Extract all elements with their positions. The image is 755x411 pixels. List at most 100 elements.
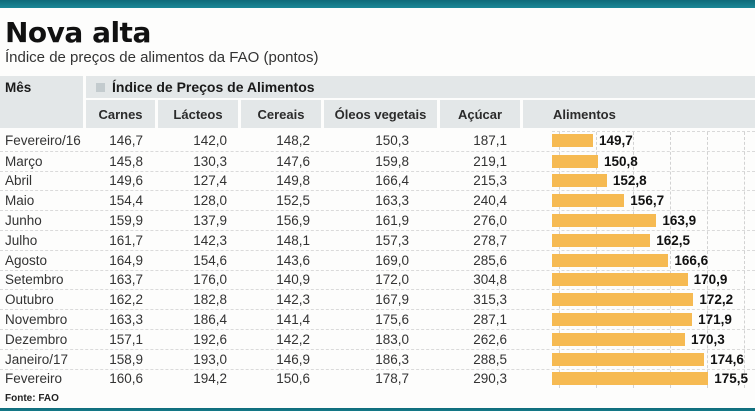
alimentos-bar xyxy=(552,293,694,307)
carnes-value: 163,7 xyxy=(109,272,143,288)
row-month-label: Julho xyxy=(5,232,38,248)
table-row: Setembro 163,7 176,0 140,9 172,0 304,8 1… xyxy=(0,269,755,290)
table-row: Outubro 162,2 182,8 142,3 167,9 315,3 17… xyxy=(0,289,755,309)
alimentos-bar xyxy=(552,372,709,386)
table-row: Fevereiro 160,6 194,2 150,6 178,7 290,3 … xyxy=(0,368,755,389)
cereais-value: 143,6 xyxy=(276,252,310,268)
carnes-value: 164,9 xyxy=(109,252,143,268)
row-month-label: Setembro xyxy=(5,272,64,288)
carnes-value: 158,9 xyxy=(109,351,143,367)
alimentos-bar-value: 156,7 xyxy=(630,193,665,209)
alimentos-bar-cell: 156,7 xyxy=(523,193,755,208)
alimentos-bar-cell: 172,2 xyxy=(523,292,755,307)
lacteos-value: 137,9 xyxy=(193,213,227,229)
row-month-label: Março xyxy=(5,153,43,169)
acucar-value: 215,3 xyxy=(473,173,507,189)
alimentos-bar xyxy=(552,313,693,327)
oleos-vegetais-value: 169,0 xyxy=(375,252,409,268)
lacteos-value: 127,4 xyxy=(193,173,227,189)
row-month-label: Outubro xyxy=(5,292,54,308)
acucar-value: 288,5 xyxy=(473,351,507,367)
acucar-value: 287,1 xyxy=(473,312,507,328)
alimentos-bar-cell: 149,7 xyxy=(523,133,755,148)
row-month-label: Junho xyxy=(5,213,42,229)
cereais-value: 147,6 xyxy=(276,153,310,169)
oleos-vegetais-value: 167,9 xyxy=(375,292,409,308)
alimentos-bar-cell: 152,8 xyxy=(523,173,755,188)
alimentos-bar xyxy=(552,253,669,267)
alimentos-bar-value: 174,6 xyxy=(710,351,744,367)
carnes-value: 160,6 xyxy=(109,371,143,387)
alimentos-bar-cell: 174,6 xyxy=(523,352,755,367)
alimentos-bar-value: 149,7 xyxy=(599,133,633,149)
cereais-value: 142,2 xyxy=(276,331,310,347)
gridline xyxy=(670,132,671,389)
acucar-value: 315,3 xyxy=(473,292,507,308)
bottom-accent-bar xyxy=(0,408,755,411)
table-row: Março 145,8 130,3 147,6 159,8 219,1 150,… xyxy=(0,150,755,171)
group-header: Índice de Preços de Alimentos xyxy=(86,76,755,98)
acucar-value: 278,7 xyxy=(473,232,507,248)
oleos-vegetais-value: 163,3 xyxy=(375,193,409,209)
lacteos-value: 192,6 xyxy=(193,331,227,347)
oleos-vegetais-value: 150,3 xyxy=(375,133,409,149)
row-month-label: Agosto xyxy=(5,252,48,268)
oleos-vegetais-value: 178,7 xyxy=(375,371,409,387)
carnes-value: 161,7 xyxy=(109,232,143,248)
row-month-label: Dezembro xyxy=(5,331,68,347)
cereais-value: 148,1 xyxy=(276,232,310,248)
carnes-value: 163,3 xyxy=(109,312,143,328)
alimentos-bar-cell: 163,9 xyxy=(523,213,755,228)
month-column-header: Mês xyxy=(0,76,83,128)
row-month-label: Maio xyxy=(5,193,35,209)
page-subtitle: Índice de preços de alimentos da FAO (po… xyxy=(5,49,319,66)
table-row: Maio 154,4 128,0 152,5 163,3 240,4 156,7 xyxy=(0,190,755,210)
acucar-value: 290,3 xyxy=(473,371,507,387)
carnes-value: 154,4 xyxy=(109,193,143,209)
alimentos-bar xyxy=(552,154,598,168)
row-month-label: Fevereiro/16 xyxy=(5,133,81,149)
oleos-vegetais-value: 175,6 xyxy=(375,312,409,328)
alimentos-bar-value: 162,5 xyxy=(656,232,690,248)
alimentos-bar-value: 152,8 xyxy=(612,173,647,189)
acucar-value: 219,1 xyxy=(473,153,507,169)
table-row: Fevereiro/16 146,7 142,0 148,2 150,3 187… xyxy=(0,131,755,151)
group-header-label: Índice de Preços de Alimentos xyxy=(112,79,315,95)
gridline xyxy=(707,132,708,389)
cereais-value: 149,8 xyxy=(276,173,310,189)
alimentos-bar xyxy=(552,233,651,247)
table-row: Dezembro 157,1 192,6 142,2 183,0 262,6 1… xyxy=(0,328,755,349)
carnes-value: 146,7 xyxy=(109,133,143,149)
oleos-vegetais-value: 166,4 xyxy=(375,173,409,189)
acucar-value: 187,1 xyxy=(473,133,507,149)
alimentos-bar-value: 170,9 xyxy=(693,272,728,288)
alimentos-bar xyxy=(552,194,625,208)
alimentos-bar-value: 172,2 xyxy=(699,292,734,308)
legend-square-icon xyxy=(96,82,105,92)
column-header: Lácteos xyxy=(158,100,238,128)
alimentos-bar-value: 166,6 xyxy=(674,252,709,268)
alimentos-bar xyxy=(552,214,657,228)
cereais-value: 148,2 xyxy=(276,133,310,149)
alimentos-bar xyxy=(552,332,685,346)
source-note: Fonte: FAO xyxy=(5,393,59,405)
cereais-value: 146,9 xyxy=(276,351,310,367)
title-block: Nova alta Índice de preços de alimentos … xyxy=(0,8,755,68)
oleos-vegetais-value: 159,8 xyxy=(375,153,409,169)
carnes-value: 159,9 xyxy=(109,213,143,229)
gridline xyxy=(744,132,745,389)
alimentos-bar-value: 175,5 xyxy=(714,371,748,387)
table-row: Janeiro/17 158,9 193,0 146,9 186,3 288,5… xyxy=(0,348,755,369)
lacteos-value: 176,0 xyxy=(193,272,227,288)
top-accent-bar xyxy=(0,0,755,8)
carnes-value: 162,2 xyxy=(109,292,143,308)
column-header: Cereais xyxy=(241,100,321,128)
column-header: Carnes xyxy=(86,100,155,128)
carnes-value: 157,1 xyxy=(109,331,143,347)
carnes-value: 145,8 xyxy=(109,153,143,169)
lacteos-value: 193,0 xyxy=(193,351,227,367)
alimentos-bar-cell: 166,6 xyxy=(523,253,755,268)
table-row: Novembro 163,3 186,4 141,4 175,6 287,1 1… xyxy=(0,309,755,329)
acucar-value: 262,6 xyxy=(473,331,507,347)
